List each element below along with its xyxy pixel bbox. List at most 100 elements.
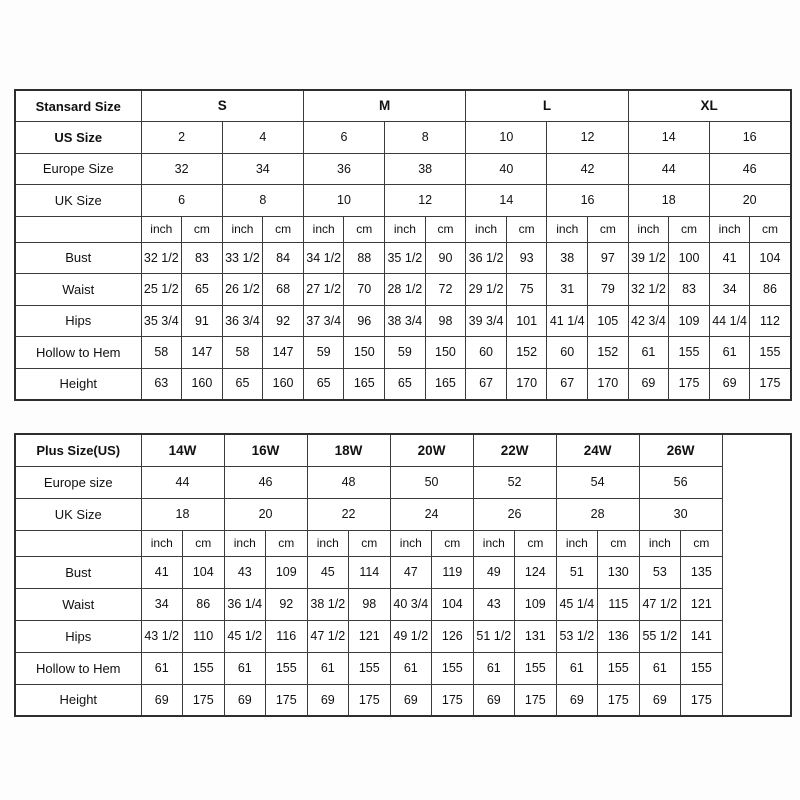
- cell-value: 175: [265, 683, 308, 717]
- unit-label: inch: [627, 215, 670, 243]
- unit-label: cm: [343, 215, 386, 243]
- cell-value: 116: [265, 619, 308, 653]
- europe-size-value: 40: [465, 152, 548, 185]
- europe-size-value: 52: [472, 465, 557, 499]
- cell-value: 69: [555, 683, 599, 717]
- row-label-hollow-to-hem: Hollow to Hem: [14, 651, 142, 685]
- cell-value: 65: [221, 367, 264, 400]
- cell-value: 61: [306, 651, 350, 685]
- row-label-hollow-to-hem: Hollow to Hem: [14, 336, 142, 369]
- cell-value: 170: [587, 367, 629, 400]
- cell-value: 28 1/2: [384, 273, 426, 306]
- unit-label: cm: [668, 215, 710, 243]
- cell-value: 27 1/2: [302, 273, 345, 306]
- cell-value: 115: [597, 587, 640, 621]
- unit-label: inch: [140, 215, 183, 243]
- cell-value: 93: [505, 241, 548, 274]
- cell-value: 65: [302, 367, 345, 400]
- cell-value: 150: [424, 336, 467, 369]
- cell-value: 92: [262, 304, 304, 337]
- cell-value: 114: [348, 555, 391, 589]
- cell-value: 83: [668, 273, 710, 306]
- cell-value: 155: [265, 651, 308, 685]
- plus-unit-row: inch cm inch cm inch cm inch cm inch cm …: [14, 529, 791, 557]
- cell-value: 39 1/2: [627, 241, 670, 274]
- plus-uk-size-row: UK Size 18 20 22 24 26 28 30: [14, 497, 791, 531]
- unit-label: cm: [265, 529, 308, 557]
- uk-size-value: 30: [638, 497, 723, 531]
- cell-value: 69: [708, 367, 751, 400]
- unit-label: inch: [384, 215, 426, 243]
- unit-label: inch: [708, 215, 751, 243]
- cell-value: 68: [262, 273, 304, 306]
- cell-value: 155: [749, 336, 792, 369]
- cell-value: 51: [555, 555, 599, 589]
- cell-value: 53: [638, 555, 682, 589]
- cell-value: 92: [265, 587, 308, 621]
- uk-size-value: 22: [306, 497, 391, 531]
- cell-value: 175: [668, 367, 710, 400]
- cell-value: 39 3/4: [465, 304, 507, 337]
- row-label-hips: Hips: [14, 304, 142, 337]
- unit-label: cm: [597, 529, 640, 557]
- unit-row-empty-label: [14, 529, 142, 557]
- cell-value: 104: [749, 241, 792, 274]
- table-row: Hips 35 3/4 91 36 3/4 92 37 3/4 96 38 3/…: [14, 304, 792, 337]
- table-row: Hollow to Hem 58 147 58 147 59 150 59 15…: [14, 336, 792, 369]
- unit-label: inch: [302, 215, 345, 243]
- uk-size-value: 16: [546, 184, 629, 217]
- europe-size-value: 48: [306, 465, 391, 499]
- row-label-bust: Bust: [14, 555, 142, 589]
- unit-label: cm: [182, 529, 225, 557]
- plus-size-label: Plus Size(US): [14, 433, 142, 467]
- cell-value: 53 1/2: [555, 619, 599, 653]
- cell-value: 69: [389, 683, 433, 717]
- cell-value: 175: [431, 683, 474, 717]
- us-size-value: 4: [221, 121, 304, 154]
- standard-us-size-row: US Size 2 4 6 8 10 12 14 16: [14, 121, 792, 154]
- cell-value: 59: [302, 336, 345, 369]
- cell-value: 36 1/2: [465, 241, 507, 274]
- cell-value: 105: [587, 304, 629, 337]
- standard-unit-row: inch cm inch cm inch cm inch cm inch cm …: [14, 215, 792, 243]
- cell-value: 160: [262, 367, 304, 400]
- cell-value: 41: [708, 241, 751, 274]
- cell-value: 45 1/4: [555, 587, 599, 621]
- us-size-value: 16: [708, 121, 792, 154]
- row-label-uk-size: UK Size: [14, 497, 142, 531]
- unit-label: inch: [546, 215, 589, 243]
- unit-label: cm: [348, 529, 391, 557]
- unit-label: cm: [181, 215, 223, 243]
- group-header-s: S: [140, 89, 304, 122]
- table-row: Waist 25 1/2 65 26 1/2 68 27 1/2 70 28 1…: [14, 273, 792, 306]
- europe-size-value: 46: [223, 465, 308, 499]
- us-size-value: 14: [627, 121, 710, 154]
- cell-value: 104: [431, 587, 474, 621]
- unit-label: cm: [424, 215, 467, 243]
- cell-value: 110: [182, 619, 225, 653]
- cell-value: 40 3/4: [389, 587, 433, 621]
- unit-label: cm: [505, 215, 548, 243]
- cell-value: 155: [182, 651, 225, 685]
- cell-value: 155: [597, 651, 640, 685]
- europe-size-value: 44: [140, 465, 225, 499]
- cell-value: 61: [638, 651, 682, 685]
- unit-label: inch: [389, 529, 433, 557]
- europe-size-value: 54: [555, 465, 640, 499]
- unit-label: cm: [514, 529, 557, 557]
- cell-value: 152: [505, 336, 548, 369]
- cell-value: 61: [708, 336, 751, 369]
- europe-size-value: 50: [389, 465, 474, 499]
- unit-label: inch: [555, 529, 599, 557]
- cell-value: 61: [555, 651, 599, 685]
- cell-value: 36 1/4: [223, 587, 267, 621]
- cell-value: 88: [343, 241, 386, 274]
- cell-value: 67: [546, 367, 589, 400]
- cell-value: 38: [546, 241, 589, 274]
- cell-value: 155: [514, 651, 557, 685]
- europe-size-value: 44: [627, 152, 710, 185]
- unit-label: inch: [638, 529, 682, 557]
- cell-value: 60: [546, 336, 589, 369]
- cell-value: 61: [223, 651, 267, 685]
- cell-value: 69: [638, 683, 682, 717]
